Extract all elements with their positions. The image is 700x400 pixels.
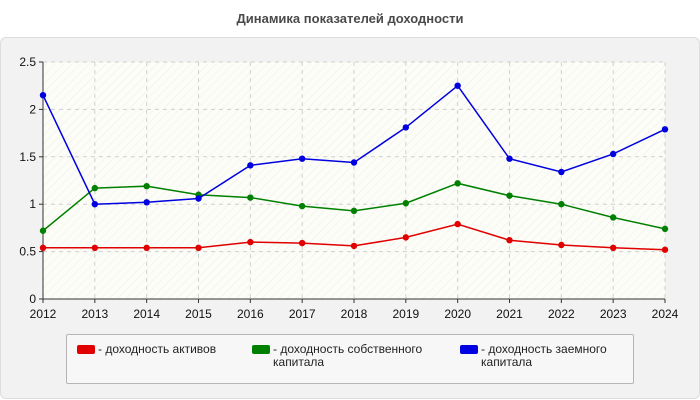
data-point-0 [143,244,150,252]
data-point-0 [661,246,669,253]
data-point-1 [247,194,254,201]
data-point-1 [609,214,617,221]
legend-label-equity: - доходность собственного капитала [273,342,423,369]
legend: - доходность активов - доходность собств… [66,334,634,384]
data-point-1 [454,180,461,187]
data-point-1 [506,192,513,199]
y-tick-label: 2.5 [19,55,36,69]
data-point-1 [143,182,150,190]
data-point-2 [454,82,461,89]
x-tick-labels: 2012 2013 2014 2015 2016 2017 2018 2019 2020 2021… [30,307,679,321]
y-tick-label: 0.5 [19,245,36,259]
legend-swatch-assets [77,345,95,354]
data-point-0 [298,239,306,247]
y-tick-label: 1.5 [19,150,36,164]
y-tick-label: 0 [29,292,36,306]
x-tick-label: 2014 [133,307,160,321]
x-tick-label: 2018 [341,307,368,321]
data-point-1 [661,225,669,233]
legend-swatch-equity [252,345,270,354]
data-point-1 [298,202,306,210]
data-point-0 [558,241,565,249]
x-tick-label: 2012 [30,307,57,321]
data-point-2 [506,155,513,162]
x-tick-label: 2015 [185,307,212,321]
data-point-2 [195,195,202,202]
series-group [39,82,669,253]
data-point-0 [506,237,513,244]
data-point-1 [558,201,565,208]
data-point-2 [298,155,306,162]
data-point-2 [402,124,410,131]
data-point-1 [350,207,358,215]
legend-swatch-debt [460,345,478,354]
y-tick-label: 2 [29,102,36,116]
data-point-0 [39,244,47,252]
x-tick-label: 2016 [237,307,264,321]
y-tick-label: 1 [29,197,36,211]
data-point-2 [39,91,47,99]
legend-label-debt: - доходность заемного капитала [481,342,607,369]
data-point-2 [661,126,669,133]
legend-label-assets: - доходность активов [98,342,217,356]
data-point-0 [350,242,358,250]
x-tick-label: 2022 [548,307,575,321]
data-point-0 [195,244,202,252]
x-tick-label: 2024 [652,307,679,321]
x-tick-label: 2017 [289,307,316,321]
chart-title: Динамика показателей доходности [236,11,464,26]
axes [39,61,666,303]
x-tick-label: 2023 [600,307,627,321]
data-point-0 [402,234,410,241]
plot-area [43,62,665,299]
data-point-0 [91,244,99,252]
data-point-2 [350,159,358,166]
data-point-2 [247,162,254,169]
data-point-0 [454,220,461,228]
data-point-2 [558,168,565,176]
y-tick-labels: 0 0.5 1 1.5 2 2.5 [19,55,36,306]
data-point-2 [609,150,617,158]
x-tick-label: 2019 [392,307,419,321]
data-point-2 [91,201,99,208]
data-point-0 [609,244,617,252]
data-point-1 [91,184,99,192]
data-point-2 [143,199,150,206]
data-point-1 [39,227,47,234]
x-tick-label: 2020 [444,307,471,321]
data-point-1 [402,200,410,207]
x-tick-label: 2021 [496,307,523,321]
data-point-0 [247,238,254,246]
x-tick-label: 2013 [81,307,108,321]
